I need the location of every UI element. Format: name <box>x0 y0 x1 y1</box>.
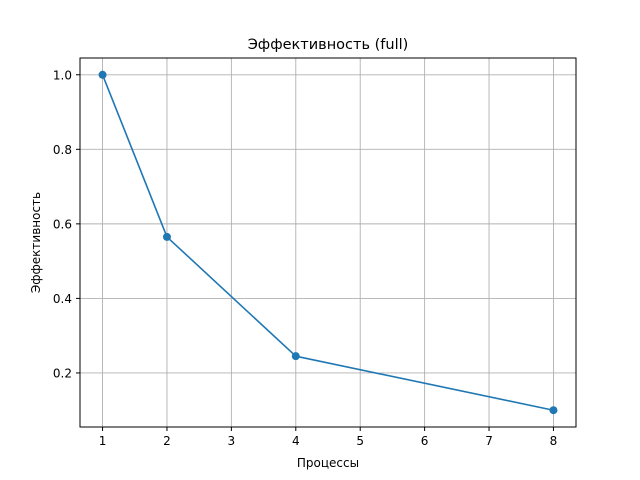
chart-title: Эффективность (full) <box>248 37 409 53</box>
x-tick-label: 4 <box>292 434 300 448</box>
x-tick-label: 7 <box>485 434 493 448</box>
y-tick-label: 0.2 <box>53 366 72 380</box>
x-tick-label: 3 <box>228 434 236 448</box>
y-tick-label: 0.8 <box>53 143 72 157</box>
y-tick-label: 1.0 <box>53 68 72 82</box>
data-point <box>549 406 558 415</box>
data-point <box>291 352 300 361</box>
x-tick-label: 1 <box>99 434 107 448</box>
grid-lines <box>80 58 576 427</box>
x-tick-label: 8 <box>550 434 558 448</box>
series-line <box>101 74 554 412</box>
data-point <box>162 232 171 241</box>
x-tick-label: 6 <box>421 434 429 448</box>
x-axis-title: Процессы <box>297 456 359 470</box>
data-point <box>98 70 107 79</box>
y-tick-label: 0.6 <box>53 217 72 231</box>
series-layer <box>98 70 558 415</box>
x-tick-label: 5 <box>356 434 364 448</box>
y-tick-label: 0.4 <box>53 292 72 306</box>
x-tick-label: 2 <box>163 434 171 448</box>
axis-ticks: 1 2 3 4 5 6 7 8 0.2 0.4 0.6 0.8 1.0 <box>53 68 557 448</box>
plot-frame <box>79 57 577 428</box>
y-axis-title: Эффективность <box>29 192 43 293</box>
